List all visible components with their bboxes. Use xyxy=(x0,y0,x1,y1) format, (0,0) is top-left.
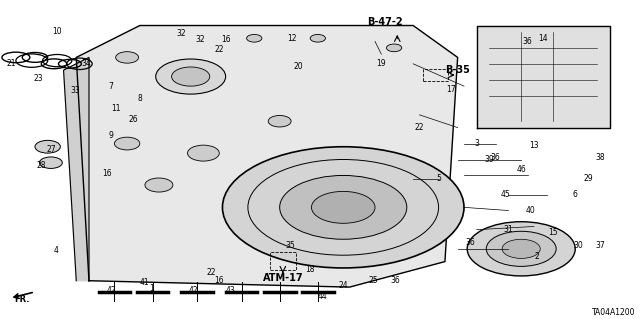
Text: TA04A1200: TA04A1200 xyxy=(591,308,635,317)
Text: 22: 22 xyxy=(214,45,224,54)
Text: 16: 16 xyxy=(214,276,224,285)
Text: 36: 36 xyxy=(523,37,532,46)
Text: 41: 41 xyxy=(140,278,150,287)
Text: 2: 2 xyxy=(534,252,540,261)
Text: 40: 40 xyxy=(526,206,536,215)
Text: 31: 31 xyxy=(504,225,513,234)
Text: 11: 11 xyxy=(111,104,121,113)
Text: 6: 6 xyxy=(573,190,578,199)
Text: 16: 16 xyxy=(221,35,231,44)
Text: 13: 13 xyxy=(529,141,539,150)
Text: 43: 43 xyxy=(225,286,235,295)
Circle shape xyxy=(387,44,402,52)
Text: 23: 23 xyxy=(33,74,43,83)
Circle shape xyxy=(502,239,540,258)
Circle shape xyxy=(115,137,140,150)
Text: 1: 1 xyxy=(149,284,154,293)
Text: 39: 39 xyxy=(484,155,494,164)
Circle shape xyxy=(188,145,220,161)
Bar xyxy=(270,252,296,270)
Circle shape xyxy=(467,222,575,276)
Text: 45: 45 xyxy=(500,190,510,199)
Text: 38: 38 xyxy=(596,153,605,162)
Text: 16: 16 xyxy=(102,169,111,178)
Text: 36: 36 xyxy=(491,153,500,162)
Text: 12: 12 xyxy=(287,34,297,43)
Text: 29: 29 xyxy=(583,174,593,183)
Text: 7: 7 xyxy=(109,82,114,91)
Circle shape xyxy=(486,231,556,266)
Circle shape xyxy=(310,34,325,42)
Text: 44: 44 xyxy=(317,292,327,301)
Text: 26: 26 xyxy=(129,115,138,124)
Polygon shape xyxy=(63,57,89,281)
Text: 3: 3 xyxy=(474,139,479,148)
Text: 15: 15 xyxy=(548,228,558,237)
Text: 14: 14 xyxy=(539,34,548,43)
Text: 10: 10 xyxy=(52,27,62,36)
Text: 20: 20 xyxy=(294,63,303,71)
Text: 27: 27 xyxy=(46,145,56,154)
Circle shape xyxy=(312,191,375,223)
Text: 28: 28 xyxy=(36,161,46,170)
Circle shape xyxy=(116,52,139,63)
Text: 32: 32 xyxy=(177,29,186,38)
Text: 25: 25 xyxy=(369,276,378,285)
Text: 18: 18 xyxy=(305,265,315,274)
Text: ATM-17: ATM-17 xyxy=(262,272,303,283)
Polygon shape xyxy=(477,26,610,128)
Circle shape xyxy=(223,147,464,268)
Text: 30: 30 xyxy=(573,241,583,250)
Text: B-47-2: B-47-2 xyxy=(367,17,403,27)
Text: 22: 22 xyxy=(415,123,424,132)
Circle shape xyxy=(40,157,62,168)
Text: B-35: B-35 xyxy=(445,65,470,75)
Text: FR.: FR. xyxy=(15,295,30,304)
Text: 36: 36 xyxy=(465,238,476,247)
Text: 19: 19 xyxy=(376,59,386,68)
Text: 32: 32 xyxy=(195,35,205,44)
Text: 5: 5 xyxy=(436,174,441,183)
Text: 34: 34 xyxy=(81,59,91,68)
Text: 35: 35 xyxy=(285,241,295,250)
Circle shape xyxy=(246,34,262,42)
Circle shape xyxy=(280,175,407,239)
Circle shape xyxy=(172,67,210,86)
Circle shape xyxy=(145,178,173,192)
Text: 24: 24 xyxy=(339,281,348,290)
Polygon shape xyxy=(76,26,458,287)
Text: 22: 22 xyxy=(207,268,216,277)
Text: 36: 36 xyxy=(390,276,400,285)
Circle shape xyxy=(35,140,60,153)
Text: 46: 46 xyxy=(516,165,526,174)
Text: 4: 4 xyxy=(54,246,58,255)
Text: 42: 42 xyxy=(189,286,198,295)
Circle shape xyxy=(268,115,291,127)
Circle shape xyxy=(156,59,226,94)
Text: 42: 42 xyxy=(106,286,116,295)
Text: 17: 17 xyxy=(447,85,456,94)
Text: 9: 9 xyxy=(109,131,114,140)
Bar xyxy=(422,69,448,81)
Text: 37: 37 xyxy=(596,241,605,250)
Text: 8: 8 xyxy=(138,94,142,103)
Text: 33: 33 xyxy=(70,86,80,95)
Text: 21: 21 xyxy=(6,59,16,68)
